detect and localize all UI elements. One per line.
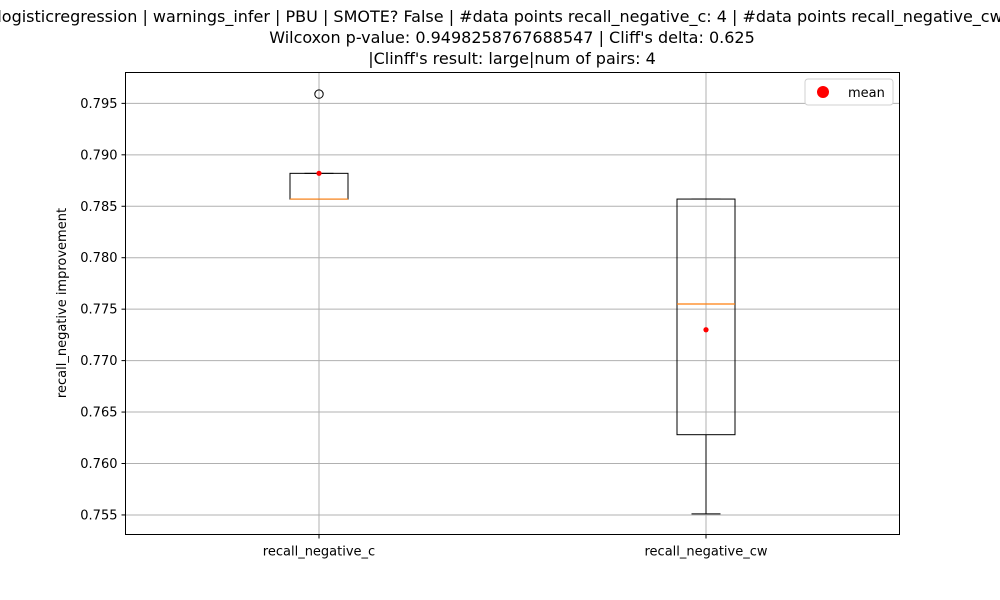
mean-point: [703, 327, 709, 333]
plot-frame: [125, 72, 900, 535]
y-tick-label: 0.765: [80, 406, 117, 421]
legend-mean-label: mean: [848, 86, 885, 101]
x-tick-label: recall_negative_cw: [644, 545, 767, 560]
x-axis-ticks: recall_negative_c recall_negative_cw: [263, 534, 768, 560]
grid-lines: [125, 72, 900, 535]
y-axis-label: recall_negative improvement: [55, 208, 70, 398]
box-recall_negative_cw: [676, 198, 736, 515]
legend-mean-marker: [817, 86, 829, 98]
y-tick-label: 0.770: [80, 354, 117, 369]
box-recall_negative_c: [289, 89, 349, 200]
iqr-box: [676, 198, 736, 436]
y-tick-label: 0.785: [80, 200, 117, 215]
y-tick-label: 0.790: [80, 148, 117, 163]
y-tick-label: 0.775: [80, 303, 117, 318]
y-tick-label: 0.795: [80, 97, 117, 112]
legend-box: [804, 78, 894, 106]
title-line-1: logisticregression | warnings_infer | PB…: [0, 7, 1000, 27]
legend: mean: [804, 78, 894, 106]
y-tick-label: 0.755: [80, 508, 117, 523]
x-tick-label: recall_negative_c: [263, 545, 375, 560]
y-axis-ticks: 0.755 0.760 0.765 0.770 0.775 0.780 0.785 0.790…: [80, 97, 126, 523]
chart-title: logisticregression | warnings_infer | PB…: [0, 7, 1000, 68]
title-line-2: Wilcoxon p-value: 0.9498258767688547 | C…: [269, 28, 755, 47]
title-line-3: |Clinff's result: large|num of pairs: 4: [368, 49, 656, 68]
y-tick-label: 0.780: [80, 251, 117, 266]
box-series: [289, 89, 736, 515]
mean-point: [316, 170, 322, 176]
outlier-point: [314, 89, 324, 99]
y-tick-label: 0.760: [80, 457, 117, 472]
